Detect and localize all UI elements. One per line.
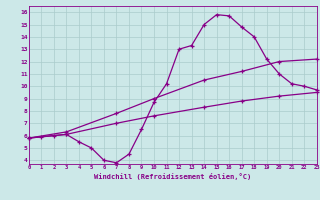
X-axis label: Windchill (Refroidissement éolien,°C): Windchill (Refroidissement éolien,°C) (94, 173, 252, 180)
